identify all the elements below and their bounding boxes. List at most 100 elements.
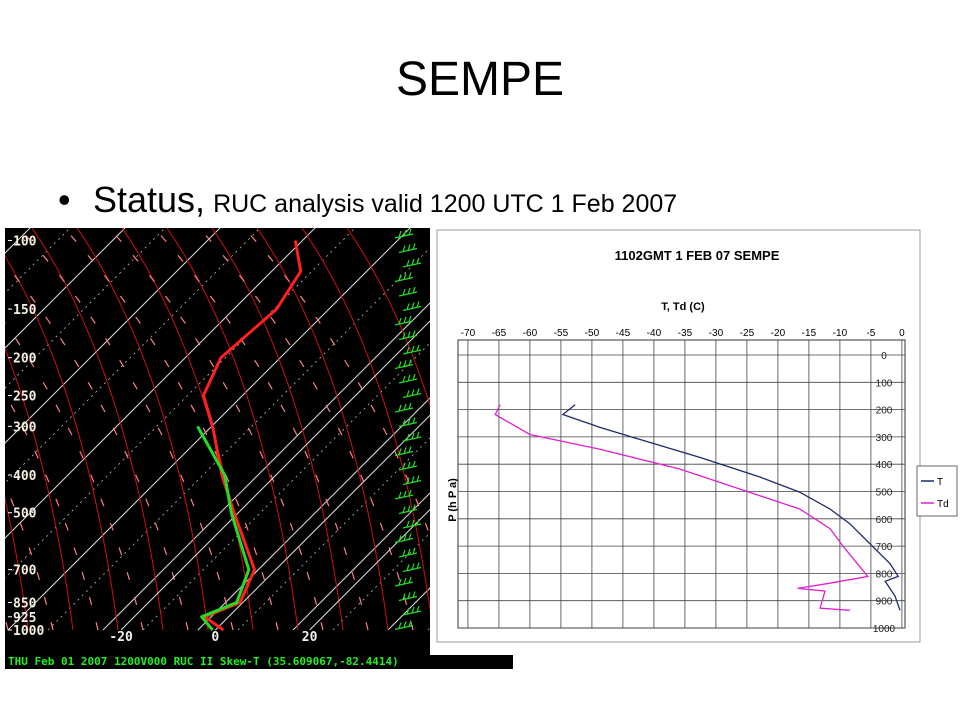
wind-barb [394, 315, 414, 326]
adiabat-line [102, 302, 430, 631]
y-tick-label: 400 [13, 469, 37, 484]
wind-barb [402, 388, 422, 399]
isotherm [309, 508, 430, 631]
wind-barb [394, 359, 414, 370]
y-tick-label: 300 [13, 420, 37, 435]
y-tick-label: 850 [13, 597, 37, 612]
x-tick-label: -55 [554, 328, 569, 339]
y-tick-label: 500 [13, 507, 37, 522]
x-tick-label: -15 [802, 328, 817, 339]
wind-barb [398, 330, 418, 341]
x-tick-label: -65 [492, 328, 507, 339]
wind-barb [398, 373, 418, 384]
y-tick-label: 800 [876, 569, 893, 580]
dry-adiabat [5, 347, 74, 631]
wind-barb [394, 272, 414, 283]
wind-barb [394, 533, 414, 544]
x-tick-label: -45 [616, 328, 631, 339]
y-tick-label: 200 [876, 406, 893, 417]
x-tick-label: -70 [461, 328, 476, 339]
dry-adiabat [301, 228, 430, 613]
wind-barb [398, 504, 418, 515]
y-tick-label: 100 [876, 378, 893, 389]
y-tick-label: 200 [13, 352, 37, 367]
wind-barb [398, 243, 418, 254]
adiabat-line [5, 228, 221, 444]
adiabat-line [5, 228, 316, 539]
y-tick-label: 1000 [873, 624, 896, 635]
wind-barb [394, 402, 414, 413]
x-tick-label: -20 [109, 630, 133, 645]
dry-adiabat [76, 228, 209, 631]
x-tick-label: -50 [585, 328, 600, 339]
y-tick-label: 150 [13, 303, 37, 318]
wind-barb [394, 489, 414, 500]
wind-barb [402, 605, 422, 616]
y-tick-label: 0 [881, 351, 887, 362]
wind-barb [402, 431, 422, 442]
legend-box [916, 465, 958, 517]
wind-barb [398, 547, 418, 558]
dry-adiabat [5, 255, 119, 631]
series-group [494, 404, 901, 611]
profile-line [196, 425, 251, 631]
profile-line [561, 404, 901, 611]
x-tick-label: -5 [866, 328, 875, 339]
isotherm [214, 414, 430, 631]
y-tick-label: 400 [876, 460, 893, 471]
isotherm [120, 320, 430, 631]
skewt-footer: THU Feb 01 2007 1200V000 RUC II Skew-T (… [8, 655, 399, 668]
x-tick-label: -60 [523, 328, 538, 339]
y-tick-label: 900 [876, 597, 893, 608]
wind-barb [402, 475, 422, 486]
y-tick-label: 500 [876, 488, 893, 499]
x-tick-label: -35 [678, 328, 693, 339]
legend-label: Td [937, 499, 949, 510]
dry-adiabat [166, 228, 299, 631]
dry-adiabat [5, 496, 29, 631]
wind-barb [402, 301, 422, 312]
wind-barb [402, 518, 422, 529]
wind-barb [398, 460, 418, 471]
wind-barb [398, 591, 418, 602]
adiabat-line [197, 397, 430, 631]
x-tick-label: -10 [833, 328, 848, 339]
bullet-dot: • [58, 179, 71, 220]
wind-barb [398, 417, 418, 428]
y-tick-label: 300 [876, 433, 893, 444]
dry-adiabat [211, 228, 344, 631]
wind-barb [394, 576, 414, 587]
adiabat-line [7, 228, 411, 631]
bullet-lead: Status, [93, 179, 205, 220]
profile-line [494, 404, 870, 611]
x-tick-label: -40 [647, 328, 662, 339]
slide-title: SEMPE [396, 53, 564, 106]
legend: T Td [921, 477, 949, 510]
adiabat-line [292, 492, 430, 631]
x-tick-label: 0 [211, 630, 219, 645]
skewt-plot [5, 228, 430, 632]
bullet: Status, RUC analysis valid 1200 UTC 1 Feb… [93, 179, 677, 220]
dry-adiabat [346, 228, 430, 408]
y-tick-label: 700 [876, 542, 893, 553]
x-axis-label: T, Td (C) [661, 301, 705, 313]
x-tick-label: 0 [899, 328, 905, 339]
bullet-text: RUC analysis valid 1200 UTC 1 Feb 2007 [213, 190, 677, 218]
y-tick-label: 600 [876, 515, 893, 526]
adiabat-line [5, 228, 126, 349]
y-tick-label: 925 [13, 611, 36, 626]
wind-barb [394, 446, 414, 457]
wind-barb [402, 344, 422, 355]
profile-title: 1102GMT 1 FEB 07 SEMPE [615, 248, 780, 263]
wind-barb [402, 257, 422, 268]
wind-barb [398, 286, 418, 297]
wind-barb [402, 562, 422, 573]
x-tick-label: -30 [709, 328, 724, 339]
x-tick-label: -25 [740, 328, 755, 339]
dry-adiabat [31, 228, 164, 631]
y-tick-label: 100 [13, 234, 37, 249]
wind-barb [394, 228, 414, 239]
y-tick-label: 1000 [13, 624, 44, 639]
